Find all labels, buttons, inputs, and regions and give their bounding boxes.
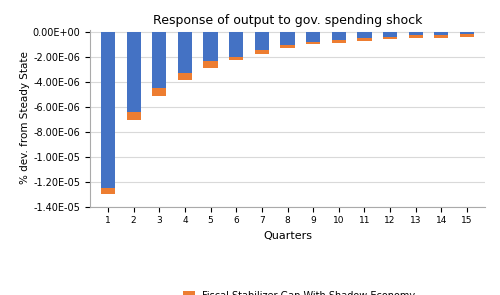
Bar: [358, 32, 372, 38]
Bar: [332, 40, 346, 42]
X-axis label: Quarters: Quarters: [263, 231, 312, 241]
Bar: [101, 32, 115, 188]
Bar: [460, 34, 474, 37]
Bar: [229, 57, 244, 60]
Bar: [101, 188, 115, 194]
Bar: [358, 38, 372, 41]
Legend: Fiscal Stabilizer Gap With Shadow Economy, Fiscal Stabilizer Gap Without Shadow : Fiscal Stabilizer Gap With Shadow Econom…: [178, 286, 436, 295]
Bar: [306, 42, 320, 45]
Bar: [178, 73, 192, 80]
Bar: [178, 32, 192, 73]
Bar: [306, 32, 320, 42]
Y-axis label: % dev. from Steady State: % dev. from Steady State: [20, 52, 30, 184]
Bar: [152, 32, 166, 88]
Bar: [408, 32, 423, 35]
Bar: [434, 35, 448, 37]
Bar: [152, 88, 166, 96]
Bar: [383, 37, 397, 40]
Bar: [383, 32, 397, 37]
Bar: [280, 45, 294, 47]
Title: Response of output to gov. spending shock: Response of output to gov. spending shoc…: [153, 14, 422, 27]
Bar: [280, 32, 294, 45]
Bar: [255, 32, 269, 50]
Bar: [460, 32, 474, 34]
Bar: [408, 35, 423, 38]
Bar: [126, 32, 140, 112]
Bar: [126, 112, 140, 120]
Bar: [255, 50, 269, 54]
Bar: [332, 32, 346, 40]
Bar: [204, 32, 218, 61]
Bar: [229, 32, 244, 57]
Bar: [204, 61, 218, 68]
Bar: [434, 32, 448, 35]
